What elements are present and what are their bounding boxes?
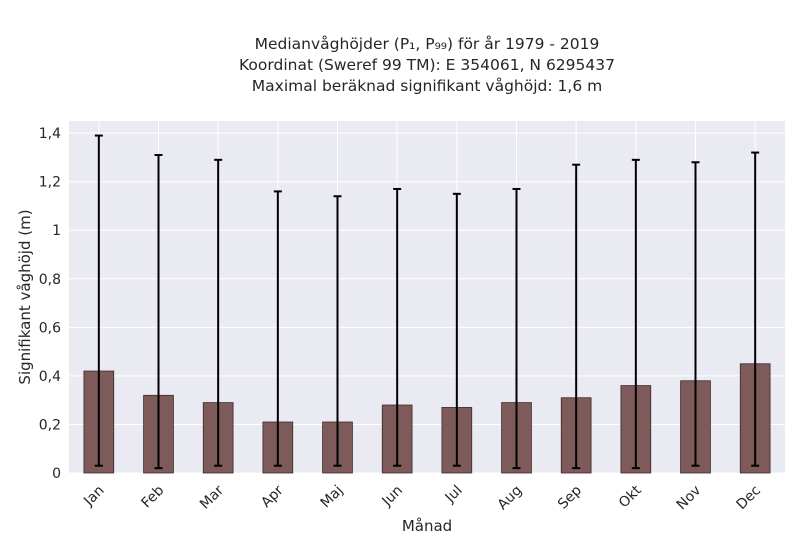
x-tick-label: Jun	[379, 483, 406, 510]
y-tick-label: 1	[52, 223, 61, 239]
x-tick-label: Sep	[555, 482, 585, 512]
plot-area	[69, 121, 785, 473]
x-tick-label: Aug	[495, 483, 526, 514]
y-tick-label: 1,2	[39, 175, 61, 191]
x-tick-label: Maj	[318, 483, 347, 512]
x-tick-label: Feb	[138, 482, 167, 511]
x-axis-label: Månad	[402, 517, 452, 535]
error-bars	[94, 134, 760, 470]
x-axis-ticks: Jan Feb Mar Apr Maj Jun Jul Aug Sep Okt Nov Dec	[80, 482, 764, 513]
x-tick-label: Jan	[80, 483, 107, 510]
y-axis-label: Signifikant våghöjd (m)	[16, 209, 34, 384]
x-tick-label: Apr	[258, 482, 287, 511]
x-tick-label: Okt	[616, 482, 645, 511]
chart-title-line-3: Maximal beräknad signifikant våghöjd: 1,…	[251, 77, 603, 95]
x-tick-label: Dec	[734, 483, 764, 513]
chart-title-line-2: Koordinat (Sweref 99 TM): E 354061, N 62…	[239, 56, 615, 74]
y-tick-label: 0,6	[39, 320, 61, 336]
chart-title: Medianvåghöjder (P₁, P₉₉) för år 1979 - …	[0, 34, 800, 97]
x-tick-label: Nov	[674, 483, 705, 514]
chart-title-line-1: Medianvåghöjder (P₁, P₉₉) för år 1979 - …	[254, 35, 600, 53]
y-tick-label: 0,4	[39, 369, 61, 385]
y-tick-label: 1,4	[39, 126, 61, 142]
y-tick-label: 0,2	[39, 417, 61, 433]
y-axis-ticks: 0 0,2 0,4 0,6 0,8 1 1,2 1,4	[39, 126, 61, 482]
y-tick-label: 0	[52, 466, 61, 482]
x-tick-label: Jul	[442, 483, 466, 507]
x-tick-label: Mar	[197, 482, 227, 512]
y-tick-label: 0,8	[39, 272, 61, 288]
